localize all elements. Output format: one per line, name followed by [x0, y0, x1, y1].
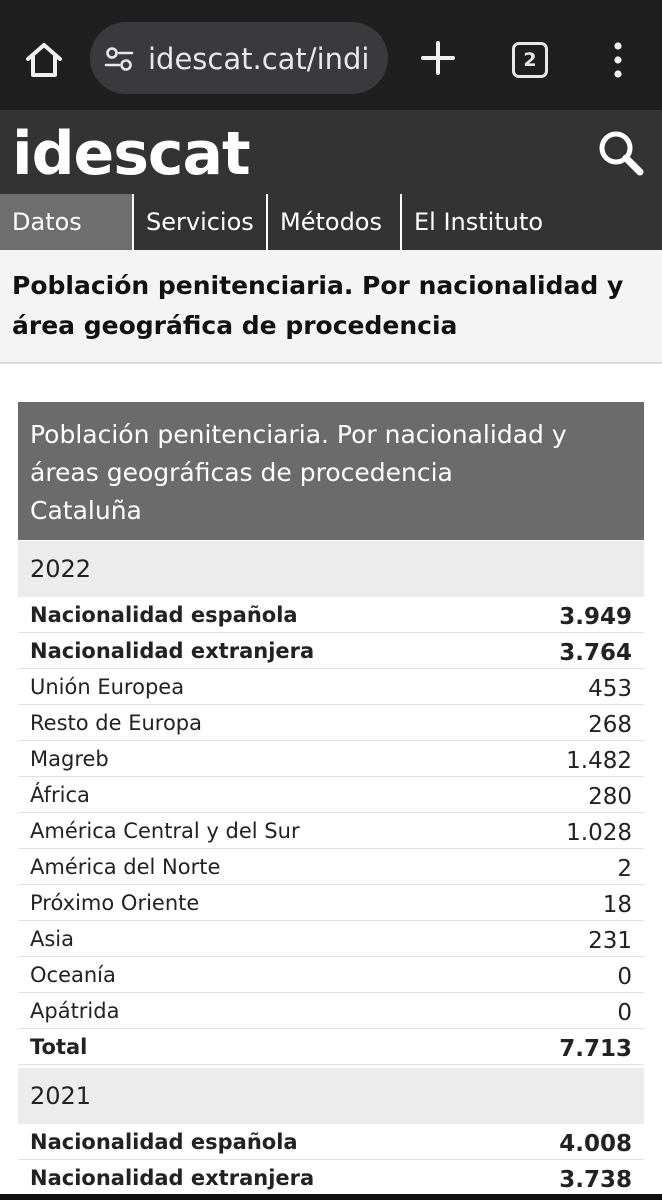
- table-row: Asia 231: [18, 921, 644, 957]
- row-label: Unión Europea: [30, 675, 185, 699]
- row-value: 453: [588, 676, 632, 702]
- home-icon[interactable]: [22, 38, 66, 82]
- row-label: América del Norte: [30, 855, 221, 879]
- tune-icon[interactable]: [104, 46, 134, 72]
- table-row: Resto de Europa 268: [18, 705, 644, 741]
- row-label: Nacionalidad española: [30, 603, 298, 627]
- search-icon[interactable]: [596, 128, 646, 178]
- row-label: Resto de Europa: [30, 711, 202, 735]
- row-value: 2: [617, 856, 632, 882]
- row-label: Próximo Oriente: [30, 891, 200, 915]
- tabs-icon[interactable]: 2: [512, 42, 548, 78]
- row-value: 3.949: [559, 604, 632, 630]
- row-label: Apátrida: [30, 999, 120, 1023]
- row-value: 3.738: [559, 1167, 632, 1193]
- browser-toolbar: idescat.cat/indi 2: [0, 0, 662, 110]
- table-row: Unión Europea 453: [18, 669, 644, 705]
- year-header: 2021: [18, 1068, 644, 1124]
- caption-line: áreas geográficas de procedencia: [30, 458, 453, 487]
- table-row: América del Norte 2: [18, 849, 644, 885]
- table-row: América Central y del Sur 1.028: [18, 813, 644, 849]
- row-value: 0: [617, 964, 632, 990]
- nav-item-el-instituto[interactable]: El Instituto: [414, 208, 544, 236]
- plus-icon[interactable]: [418, 38, 458, 78]
- row-label: Asia: [30, 927, 75, 951]
- nav-item-servicios[interactable]: Servicios: [134, 194, 268, 250]
- table-row: Próximo Oriente 18: [18, 885, 644, 921]
- row-label: Oceanía: [30, 963, 116, 987]
- row-value: 1.482: [566, 748, 632, 774]
- row-value: 280: [588, 784, 632, 810]
- table-row: Nacionalidad española 3.949: [18, 597, 644, 633]
- row-value: 268: [588, 712, 632, 738]
- row-value: 0: [617, 1000, 632, 1026]
- site-header: idescat: [0, 110, 662, 194]
- site-logo[interactable]: idescat: [12, 119, 251, 189]
- caption-region: Cataluña: [30, 496, 142, 525]
- row-label: África: [30, 783, 90, 807]
- main-nav: Datos Servicios Métodos El Instituto: [0, 194, 662, 250]
- table-row: Nacionalidad extranjera 3.738: [18, 1160, 644, 1196]
- row-value: 3.764: [559, 640, 632, 666]
- row-value: 231: [588, 928, 632, 954]
- row-label: Magreb: [30, 747, 109, 771]
- table-row: Apátrida 0: [18, 993, 644, 1029]
- row-label: Nacionalidad extranjera: [30, 639, 315, 663]
- page-title-box: Población penitenciaria. Por nacionalida…: [0, 250, 662, 364]
- row-label: Nacionalidad española: [30, 1130, 298, 1154]
- table-row: África 280: [18, 777, 644, 813]
- table-row: Oceanía 0: [18, 957, 644, 993]
- nav-item-metodos[interactable]: Métodos: [268, 194, 402, 250]
- row-label: Total: [30, 1035, 88, 1059]
- table-row: Nacionalidad extranjera 3.764: [18, 633, 644, 669]
- row-value: 7.713: [559, 1036, 632, 1062]
- page-title: Población penitenciaria. Por nacionalida…: [12, 271, 624, 340]
- row-value: 1.028: [566, 820, 632, 846]
- gesture-bar: [0, 1194, 662, 1200]
- menu-icon[interactable]: [604, 40, 632, 80]
- year-header: 2022: [18, 541, 644, 597]
- table-row: Nacionalidad española 4.008: [18, 1124, 644, 1160]
- url-text[interactable]: idescat.cat/indi: [148, 42, 370, 76]
- row-label: América Central y del Sur: [30, 819, 300, 843]
- table-row: Magreb 1.482: [18, 741, 644, 777]
- table-caption: Población penitenciaria. Por nacionalida…: [18, 402, 644, 540]
- nav-item-datos[interactable]: Datos: [0, 194, 134, 250]
- address-bar[interactable]: idescat.cat/indi: [90, 22, 388, 94]
- caption-line: Población penitenciaria. Por nacionalida…: [30, 420, 567, 449]
- row-value: 18: [602, 892, 632, 918]
- row-value: 4.008: [559, 1131, 632, 1157]
- row-label: Nacionalidad extranjera: [30, 1166, 315, 1190]
- table-row-total: Total 7.713: [18, 1029, 644, 1065]
